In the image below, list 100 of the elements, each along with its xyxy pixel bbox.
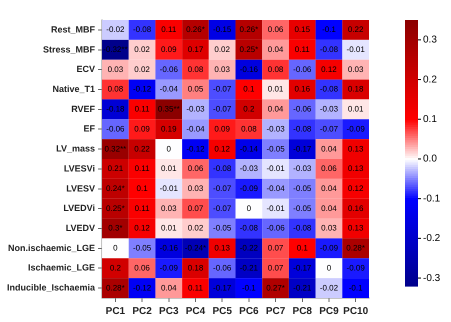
data-label: -0.1	[322, 25, 336, 34]
data-label: 0	[326, 263, 332, 272]
data-label: 0.03	[321, 224, 338, 233]
data-label: 0.12	[321, 64, 338, 74]
data-label: 0	[166, 144, 172, 154]
data-label: -0.07	[320, 124, 339, 134]
x-tick-label: PC7	[266, 306, 286, 317]
data-label: -0.17	[213, 283, 232, 292]
data-label: 0.04	[268, 104, 284, 114]
y-tick-label: Stress_MBF	[43, 44, 96, 54]
data-label: 0.25*	[106, 204, 125, 213]
data-label: 0.16	[348, 204, 364, 213]
data-label: 0.13	[348, 224, 364, 233]
data-label: -0.04	[160, 84, 178, 94]
data-label: 0.08	[241, 124, 258, 134]
data-label: 0.04	[321, 184, 338, 193]
data-label: -0.06	[266, 224, 286, 233]
x-tick-label: PC1	[106, 306, 126, 317]
data-label: 0.11	[188, 283, 204, 292]
data-label: -0.02	[320, 283, 339, 292]
data-label: 0.19	[160, 124, 178, 134]
data-label: 0.22	[348, 25, 364, 34]
data-label: -0.1	[348, 283, 364, 292]
data-label: -0.21	[293, 283, 312, 292]
data-label: -0.08	[213, 164, 232, 174]
data-label: 0.04	[160, 283, 178, 292]
data-label: 0	[113, 244, 118, 253]
data-label: -0.03	[186, 104, 206, 114]
data-label: -0.04	[186, 124, 206, 134]
color-bar-label: -0.2	[423, 233, 441, 244]
data-label: 0.1	[136, 184, 148, 193]
data-label: 0.28*	[106, 283, 125, 292]
data-label: -0.03	[293, 164, 312, 174]
data-label: 0.04	[321, 144, 338, 154]
data-label: -0.05	[132, 244, 152, 253]
data-label: 0.25*	[240, 44, 258, 54]
data-label: 0.02	[188, 224, 204, 233]
data-label: -0.01	[160, 184, 178, 193]
y-tick-label: LVEDV	[66, 222, 96, 233]
data-label: -0.02	[106, 25, 126, 34]
y-tick-label: Rest_MBF	[51, 24, 96, 34]
data-label: 0.18	[188, 263, 204, 272]
data-label: 0.22	[134, 144, 150, 154]
data-label: -0.01	[266, 164, 286, 174]
x-tick-label: PC2	[132, 306, 152, 317]
y-tick-label: Ischaemic_LGE	[28, 262, 96, 273]
data-label: 0.24*	[106, 184, 125, 193]
data-label: -0.24*	[184, 244, 206, 253]
color-bar-label: -0.1	[423, 193, 441, 204]
y-tick-label: LVESVi	[64, 163, 96, 174]
y-tick-label: Native_T1	[52, 84, 96, 94]
data-label: 0.26*	[240, 25, 258, 34]
data-label: 0.15	[294, 25, 311, 34]
data-label: 0.13	[214, 244, 230, 253]
color-bar-label: 0.3	[423, 34, 438, 46]
data-label: 0.06	[268, 25, 284, 34]
data-label: -0.07	[213, 104, 232, 114]
data-label: 0.09	[134, 124, 150, 134]
data-label: -0.05	[266, 144, 286, 154]
y-tick-label: RVEF	[71, 104, 96, 114]
data-label: -0.08	[320, 44, 339, 54]
data-label: 0.11	[294, 44, 310, 54]
data-label: 0.03	[188, 184, 204, 193]
color-bar-label: 0.2	[423, 74, 438, 86]
data-label: -0.06	[106, 124, 126, 134]
data-label: -0.1	[242, 283, 256, 292]
data-label: 0.09	[160, 44, 178, 54]
color-bar-label: 0.0	[423, 154, 438, 165]
data-label: 0	[246, 204, 252, 213]
data-label: 0.13	[348, 164, 364, 174]
data-label: 0.27*	[266, 283, 285, 292]
data-label: 0.06	[321, 164, 338, 174]
y-tick-label: Non.ischaemic_LGE	[8, 242, 96, 253]
data-label: 0.08	[108, 84, 124, 94]
y-tick-label: ECV	[76, 64, 96, 74]
x-tick-label: PC6	[239, 306, 260, 317]
data-label: 0.05	[188, 84, 204, 94]
data-label: -0.06	[160, 64, 178, 74]
data-label: 0.2	[243, 104, 255, 114]
data-label: 0.12	[134, 224, 150, 233]
data-label: 0.1	[296, 244, 308, 253]
data-label: -0.03	[266, 124, 286, 134]
data-label: 0.01	[160, 164, 178, 174]
data-label: -0.14	[240, 144, 259, 154]
x-tick-label: PC8	[292, 306, 312, 317]
data-label: -0.01	[346, 44, 366, 54]
data-label: 0.08	[268, 64, 284, 74]
data-label: 0.32**	[104, 144, 126, 154]
data-label: -0.17	[293, 144, 312, 154]
data-label: -0.15	[213, 25, 232, 34]
data-label: 0.28*	[346, 244, 365, 253]
data-label: 0.03	[214, 64, 230, 74]
data-label: -0.08	[320, 84, 339, 94]
data-label: 0.18	[348, 84, 364, 94]
data-label: -0.05	[213, 224, 232, 233]
data-label: 0.01	[160, 224, 178, 233]
y-tick-label: LVESV	[66, 183, 96, 194]
data-label: 0.03	[160, 204, 178, 213]
data-label: 0.2	[110, 263, 122, 272]
data-label: -0.08	[293, 124, 312, 134]
